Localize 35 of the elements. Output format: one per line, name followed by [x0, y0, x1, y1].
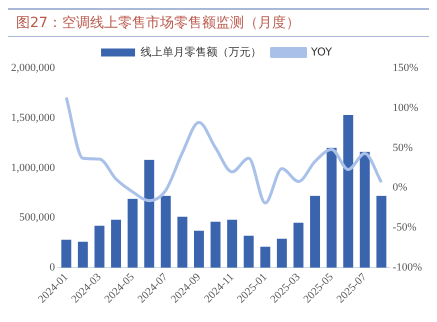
bar [244, 236, 254, 268]
y-tick-label: 1,000,000 [11, 162, 56, 174]
y-tick-label: 500,000 [19, 212, 56, 224]
bar [343, 114, 354, 268]
bar [78, 242, 88, 268]
bar [194, 230, 204, 268]
bar [276, 238, 287, 268]
bar [210, 222, 221, 268]
y2-tick-label: 100% [392, 102, 418, 114]
chart-title: 图27：空调线上零售市场零售额监测（月度） [8, 8, 429, 37]
bar [260, 246, 270, 268]
bar [128, 198, 138, 268]
bar [293, 222, 304, 268]
bar [227, 220, 238, 268]
bar [144, 160, 154, 268]
legend-label: YOY [310, 45, 332, 58]
bar [61, 240, 72, 268]
bar [94, 226, 104, 268]
bar [360, 152, 370, 268]
legend-label: 线上单月零售额（万元） [140, 45, 262, 58]
bar [310, 196, 320, 268]
bar [177, 216, 188, 268]
y2-tick-label: -100% [392, 262, 422, 274]
line-series [64, 96, 383, 205]
bar [111, 220, 122, 268]
y2-tick-label: 50% [392, 142, 413, 154]
y2-tick-label: 0% [392, 182, 408, 194]
bar [376, 196, 386, 268]
y-tick-label: 0 [50, 262, 56, 274]
y2-tick-label: 150% [392, 62, 418, 74]
y-tick-label: 1,500,000 [11, 112, 56, 124]
bar [160, 196, 171, 268]
bar [326, 148, 337, 268]
y2-tick-label: -50% [392, 222, 416, 234]
y-tick-label: 2,000,000 [11, 62, 56, 74]
